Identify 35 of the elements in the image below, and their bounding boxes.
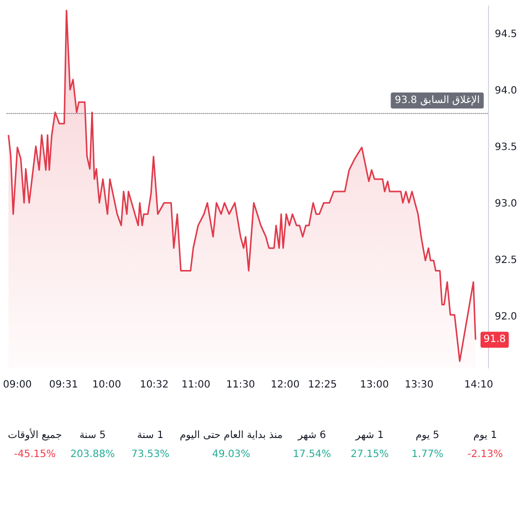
text: 27.15% <box>350 449 389 460</box>
text: -45.15% <box>14 449 56 460</box>
text: 1.77% <box>412 449 444 460</box>
text: 49.03% <box>212 449 250 460</box>
x-tick-label: 09:31 <box>49 380 78 390</box>
text: 73.53% <box>131 449 170 460</box>
x-tick-label: 13:00 <box>360 380 389 390</box>
category-label: 5 سنة <box>78 430 107 441</box>
x-tick-label: 10:32 <box>140 380 169 390</box>
y-tick-label: 94.5 <box>494 28 517 40</box>
category-label: 1 سنة <box>136 430 164 441</box>
x-tick-label: 10:00 <box>92 380 122 390</box>
x-tick-label: 09:00 <box>2 380 32 390</box>
y-tick-label: 93.5 <box>494 142 517 153</box>
ref-line-label: الإغلاق السابق 93.8 <box>394 94 480 106</box>
text: -2.13% <box>467 449 503 460</box>
category-label: 1 يوم <box>472 430 498 441</box>
text: 203.88% <box>70 449 115 460</box>
x-tick-label: 11:30 <box>226 380 255 390</box>
category-label: 6 شهر <box>296 430 327 441</box>
y-tick-label: 94.0 <box>494 85 517 96</box>
y-tick-label: 93.0 <box>494 198 517 210</box>
category-label: جميع الأوقات <box>6 430 63 441</box>
category-label: 1 شهر <box>354 430 385 441</box>
x-tick-label: 13:30 <box>404 380 434 390</box>
category-label: 5 يوم <box>414 430 440 441</box>
x-tick-label: 12:25 <box>308 380 337 390</box>
category-label: منذ بداية العام حتى اليوم <box>179 430 284 441</box>
text: 17.54% <box>292 449 332 460</box>
y-tick-label: 92.0 <box>494 312 517 323</box>
x-tick-label: 11:00 <box>182 380 210 390</box>
x-tick-label: 14:10 <box>464 380 494 390</box>
y-tick-label: 92.5 <box>494 255 517 266</box>
annotation: 91.8 <box>484 334 506 346</box>
x-tick-label: 12:00 <box>270 380 300 390</box>
